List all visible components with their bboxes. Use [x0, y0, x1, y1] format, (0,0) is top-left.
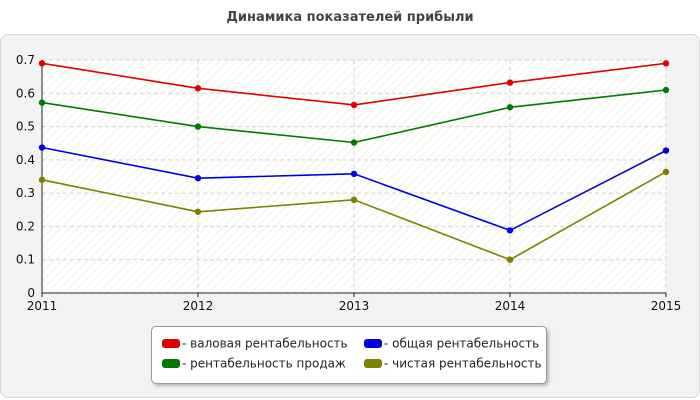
legend-label: - валовая рентабельность	[182, 336, 348, 351]
data-point	[350, 196, 358, 203]
grid-lines	[42, 59, 667, 293]
legend-item-gross: - валовая рентабельность	[162, 336, 348, 351]
axes	[41, 60, 667, 297]
data-point	[506, 256, 514, 263]
y-tick-label: 0.3	[16, 186, 35, 200]
data-point	[662, 60, 670, 67]
data-point	[38, 144, 46, 151]
legend-label: - рентабельность продаж	[182, 356, 346, 371]
chart-legend: - валовая рентабельность - общая рентабе…	[151, 326, 547, 384]
legend-swatch	[162, 339, 180, 348]
tick-labels: 0 0.1 0.2 0.3 0.4 0.5 0.6 0.7 2011 2012 2013 2014 20…	[16, 53, 681, 313]
legend-swatch	[364, 339, 382, 348]
legend-label: - чистая рентабельность	[384, 356, 542, 371]
data-point	[38, 60, 46, 67]
data-point	[662, 86, 670, 94]
y-tick-label: 0.4	[16, 153, 35, 167]
data-point	[194, 174, 202, 182]
x-tick-label: 2013	[339, 299, 370, 313]
data-point	[38, 176, 46, 184]
y-tick-label: 0.5	[16, 120, 35, 134]
data-point	[194, 85, 202, 92]
data-point	[506, 104, 514, 111]
data-point	[350, 139, 358, 146]
legend-item-total: - общая рентабельность	[364, 336, 539, 351]
y-tick-label: 0.6	[16, 86, 35, 100]
x-tick-label: 2011	[27, 299, 58, 313]
legend-swatch	[162, 359, 180, 368]
data-point	[506, 79, 514, 86]
y-tick-label: 0.2	[16, 219, 35, 233]
data-point	[662, 147, 670, 154]
data-point	[506, 227, 514, 234]
legend-item-net: - чистая рентабельность	[364, 356, 542, 371]
data-point	[38, 99, 46, 106]
data-point	[194, 123, 202, 130]
legend-label: - общая рентабельность	[384, 336, 540, 351]
data-point	[350, 170, 358, 178]
data-point	[350, 101, 358, 109]
series-lines	[38, 60, 670, 263]
data-point	[662, 168, 670, 176]
chart-title: Динамика показателей прибыли	[226, 10, 474, 25]
x-tick-label: 2014	[495, 299, 526, 313]
legend-item-sales: - рентабельность продаж	[162, 356, 346, 371]
legend-swatch	[364, 359, 382, 368]
y-tick-label: 0.1	[16, 253, 35, 267]
data-point	[194, 208, 202, 215]
y-tick-label: 0.7	[16, 53, 35, 67]
x-tick-label: 2012	[183, 299, 214, 313]
y-tick-label: 0	[27, 286, 35, 300]
x-tick-label: 2015	[651, 299, 682, 313]
